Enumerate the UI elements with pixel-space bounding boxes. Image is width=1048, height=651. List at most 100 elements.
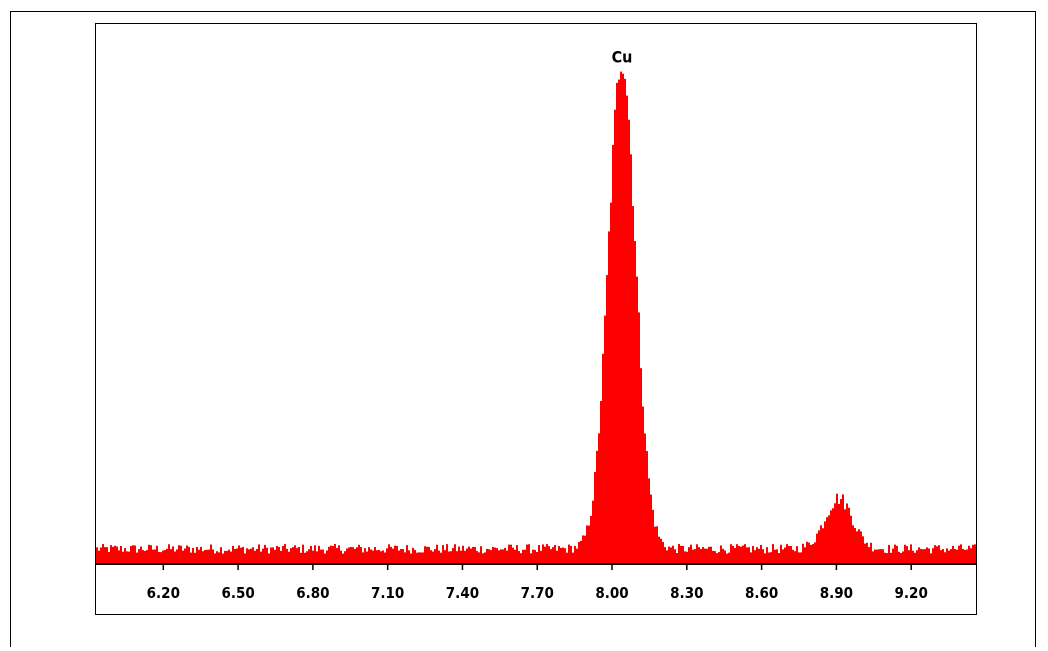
spectrum-bar xyxy=(676,553,678,564)
spectrum-bar xyxy=(526,544,528,564)
spectrum-bar xyxy=(282,545,284,564)
spectrum-bar xyxy=(634,241,636,564)
spectrum-bar xyxy=(948,550,950,564)
spectrum-bar xyxy=(374,547,376,564)
spectrum-bar xyxy=(812,544,814,564)
spectrum-chart: 6.20 6.50 6.80 7.10 7.40 7.70 8.00 8.30 8.60 8.90… xyxy=(96,48,976,602)
spectrum-bar xyxy=(810,544,812,564)
spectrum-bar xyxy=(778,553,780,564)
spectrum-bar xyxy=(622,73,624,565)
spectrum-bar xyxy=(350,547,352,564)
spectrum-bar xyxy=(718,552,720,564)
spectrum-bar xyxy=(400,549,402,564)
spectrum-bar xyxy=(468,546,470,564)
spectrum-bar xyxy=(338,545,340,564)
spectrum-bar xyxy=(340,550,342,564)
spectrum-bar xyxy=(214,553,216,564)
spectrum-bar xyxy=(580,540,582,564)
spectrum-bar xyxy=(598,433,600,564)
spectrum-bar xyxy=(550,549,552,564)
spectrum-bar xyxy=(216,551,218,564)
spectrum-bar xyxy=(136,552,138,564)
spectrum-bar xyxy=(324,553,326,564)
spectrum-bar xyxy=(586,525,588,564)
spectrum-bar xyxy=(838,503,840,564)
spectrum-bar xyxy=(970,548,972,564)
spectrum-bar xyxy=(142,550,144,564)
spectrum-bar xyxy=(672,545,674,564)
spectrum-bar xyxy=(244,553,246,564)
spectrum-bar xyxy=(632,206,634,564)
spectrum-bar xyxy=(776,549,778,564)
spectrum-bar xyxy=(428,546,430,564)
spectrum-bar xyxy=(204,549,206,564)
spectrum-bar xyxy=(208,549,210,564)
spectrum-bar xyxy=(572,552,574,564)
spectrum-bar xyxy=(682,545,684,564)
spectrum-bar xyxy=(122,551,124,564)
spectrum-bar xyxy=(108,551,110,564)
spectrum-bar xyxy=(150,545,152,564)
spectrum-bar xyxy=(788,545,790,564)
x-tick-label: 6.20 xyxy=(147,584,180,602)
spectrum-bar xyxy=(570,545,572,564)
spectrum-bar xyxy=(564,548,566,564)
spectrum-bar xyxy=(546,544,548,564)
spectrum-bar xyxy=(818,530,820,564)
spectrum-bar xyxy=(736,544,738,564)
spectrum-bar xyxy=(654,526,656,564)
spectrum-bar xyxy=(556,550,558,564)
spectrum-bar xyxy=(488,549,490,564)
spectrum-bar xyxy=(132,545,134,564)
spectrum-bar xyxy=(248,549,250,564)
spectrum-bar xyxy=(726,553,728,564)
x-tick-label: 7.70 xyxy=(521,584,554,602)
spectrum-bar xyxy=(470,548,472,564)
spectrum-bar xyxy=(792,549,794,564)
peak-labels: Cu xyxy=(612,48,633,67)
spectrum-bar xyxy=(164,549,166,564)
spectrum-bar xyxy=(330,545,332,564)
spectrum-bar xyxy=(590,515,592,564)
spectrum-bar xyxy=(880,549,882,564)
spectrum-bar xyxy=(710,546,712,564)
spectrum-bar xyxy=(518,551,520,564)
spectrum-bar xyxy=(354,548,356,564)
spectrum-bar xyxy=(926,547,928,564)
spectrum-bar xyxy=(300,552,302,564)
spectrum-bar xyxy=(462,545,464,564)
spectrum-bar xyxy=(160,552,162,564)
spectrum-bar xyxy=(386,548,388,564)
spectrum-bar xyxy=(808,542,810,564)
spectrum-bar xyxy=(212,549,214,564)
spectrum-bar xyxy=(534,549,536,564)
spectrum-bar xyxy=(872,551,874,564)
spectrum-bar xyxy=(174,551,176,564)
spectrum-bar xyxy=(748,547,750,564)
spectrum-bar xyxy=(258,544,260,564)
spectrum-bar xyxy=(592,500,594,564)
spectrum-bar xyxy=(390,546,392,564)
spectrum-bar xyxy=(578,541,580,564)
spectrum-bar xyxy=(704,548,706,564)
spectrum-bar xyxy=(358,544,360,564)
spectrum-bar xyxy=(232,545,234,564)
spectrum-bar xyxy=(720,545,722,564)
spectrum-bar xyxy=(528,544,530,564)
x-tick-label: 8.00 xyxy=(595,584,628,602)
spectrum-bar xyxy=(746,547,748,564)
spectrum-bar xyxy=(238,545,240,564)
spectrum-bar xyxy=(270,547,272,564)
spectrum-bar xyxy=(278,547,280,564)
spectrum-bar xyxy=(276,545,278,564)
spectrum-bar xyxy=(388,544,390,564)
spectrum-bar xyxy=(862,536,864,564)
spectrum-bar xyxy=(738,545,740,564)
x-tick-label: 9.20 xyxy=(895,584,928,602)
spectrum-bar xyxy=(504,547,506,564)
spectrum-bar xyxy=(342,553,344,564)
spectrum-bar xyxy=(516,545,518,564)
spectrum-bar xyxy=(638,312,640,564)
spectrum-bar xyxy=(692,549,694,564)
spectrum-bar xyxy=(96,547,98,564)
